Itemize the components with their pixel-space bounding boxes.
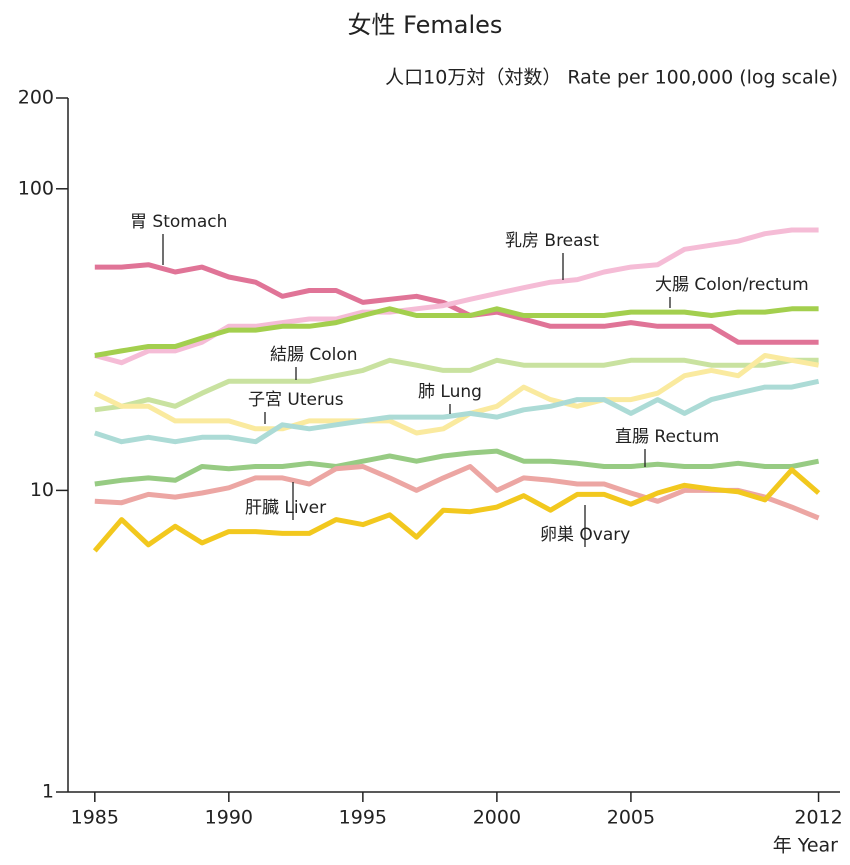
y-tick-label: 100 xyxy=(18,177,54,199)
y-tick-label: 200 xyxy=(18,87,54,109)
series-label: 乳房 Breast xyxy=(505,231,599,251)
series-label: 大腸 Colon/rectum xyxy=(655,275,809,295)
series-label: 肺 Lung xyxy=(418,382,482,402)
series-line xyxy=(94,448,820,487)
series-label: 肝臓 Liver xyxy=(245,498,326,518)
series-line xyxy=(92,467,821,553)
series-label: 直腸 Rectum xyxy=(615,427,719,447)
series-label: 子宮 Uterus xyxy=(248,390,344,410)
x-tick-label: 2000 xyxy=(473,807,521,829)
series-label: 結腸 Colon xyxy=(270,345,358,365)
x-tick-label: 1995 xyxy=(339,807,387,829)
series-label: 胃 Stomach xyxy=(130,212,227,232)
x-axis-label: 年 Year xyxy=(773,835,838,857)
series-line xyxy=(94,227,819,366)
series-line xyxy=(94,464,820,521)
chart-title: 女性 Females xyxy=(348,11,503,39)
series-line xyxy=(94,378,820,445)
y-axis-label: 人口10万対（対数） Rate per 100,000 (log scale) xyxy=(385,67,838,89)
series-line xyxy=(94,357,819,413)
y-tick-label: 10 xyxy=(30,479,54,501)
x-tick-label: 2005 xyxy=(607,807,655,829)
x-tick-label: 1990 xyxy=(205,807,253,829)
series-line xyxy=(93,353,820,436)
series-line xyxy=(94,306,819,358)
x-tick-label: 2012 xyxy=(794,807,842,829)
series-line xyxy=(94,262,819,345)
x-tick-label: 1985 xyxy=(71,807,119,829)
y-tick-label: 1 xyxy=(42,781,54,803)
series-label: 卵巣 Ovary xyxy=(540,525,630,545)
